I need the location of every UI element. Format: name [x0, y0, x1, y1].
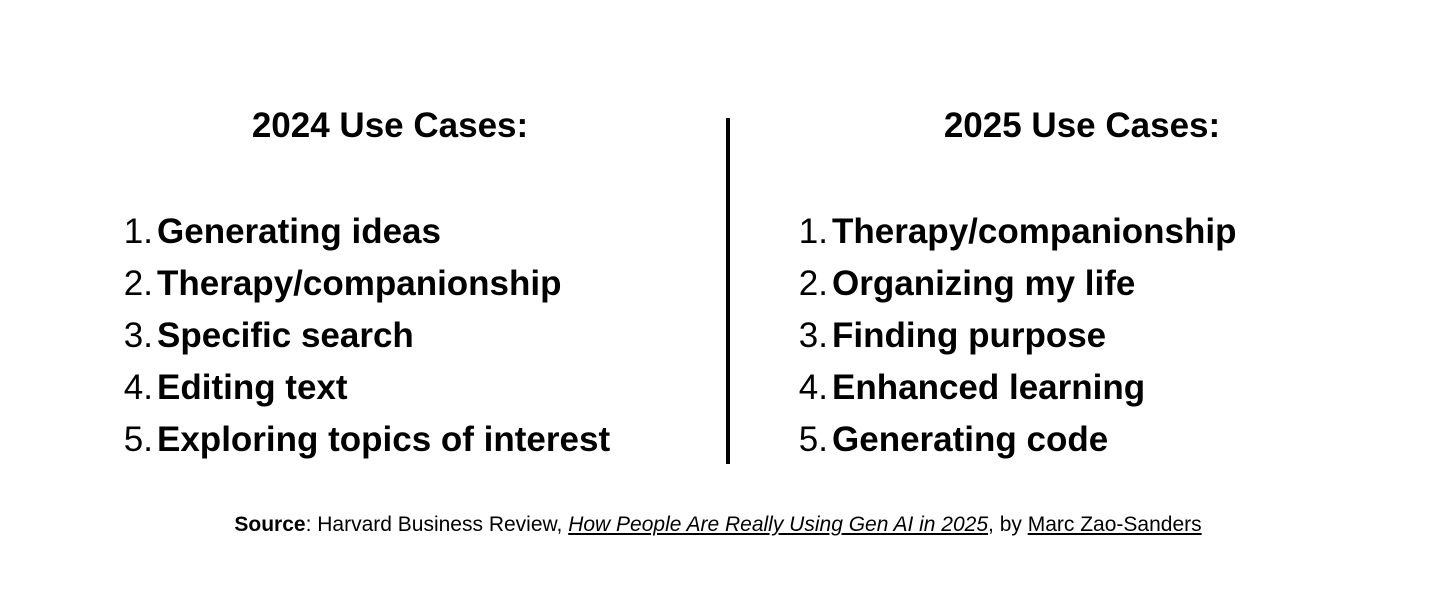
item-text: Specific search — [157, 316, 414, 355]
divider — [726, 118, 730, 464]
use-case-list: 1. Therapy/companionship 2. Organizing my l… — [788, 206, 1237, 466]
source-publisher: : Harvard Business Review, — [305, 513, 569, 536]
list-item: 1. Therapy/companionship — [788, 206, 1237, 258]
list-item: 2. Therapy/companionship — [113, 258, 610, 310]
item-text: Exploring topics of interest — [157, 420, 611, 459]
item-text: Generating code — [832, 420, 1109, 459]
list-item: 5. Generating code — [788, 414, 1237, 466]
item-number: 3. — [798, 316, 828, 355]
item-text: Generating ideas — [157, 212, 441, 251]
article-link[interactable]: How People Are Really Using Gen AI in 20… — [568, 513, 989, 536]
list-item: 3. Specific search — [113, 310, 610, 362]
item-number: 2. — [798, 264, 828, 303]
source-label: Source — [234, 513, 306, 536]
column-title: 2024 Use Cases: — [251, 106, 529, 145]
list-item: 5. Exploring topics of interest — [113, 414, 610, 466]
item-number: 5. — [123, 420, 153, 459]
item-text: Therapy/companionship — [157, 264, 562, 303]
item-text: Editing text — [157, 368, 348, 407]
item-number: 1. — [123, 212, 153, 251]
item-text: Organizing my life — [832, 264, 1136, 303]
use-case-list: 1. Generating ideas 2. Therapy/companionshi… — [113, 206, 610, 466]
item-number: 1. — [798, 212, 828, 251]
list-item: 4. Editing text — [113, 362, 610, 414]
item-number: 4. — [123, 368, 153, 407]
item-number: 3. — [123, 316, 153, 355]
list-item: 2. Organizing my life — [788, 258, 1237, 310]
list-item: 1. Generating ideas — [113, 206, 610, 258]
item-text: Therapy/companionship — [832, 212, 1237, 251]
item-text: Finding purpose — [832, 316, 1107, 355]
item-text: Enhanced learning — [832, 368, 1146, 407]
author-link[interactable]: Marc Zao-Sanders — [1027, 513, 1202, 536]
source-by: , by — [988, 513, 1028, 536]
column-title: 2025 Use Cases: — [943, 106, 1221, 145]
list-item: 4. Enhanced learning — [788, 362, 1237, 414]
source-line: Source: Harvard Business Review, How Peo… — [0, 510, 1436, 540]
item-number: 5. — [798, 420, 828, 459]
item-number: 4. — [798, 368, 828, 407]
item-number: 2. — [123, 264, 153, 303]
list-item: 3. Finding purpose — [788, 310, 1237, 362]
